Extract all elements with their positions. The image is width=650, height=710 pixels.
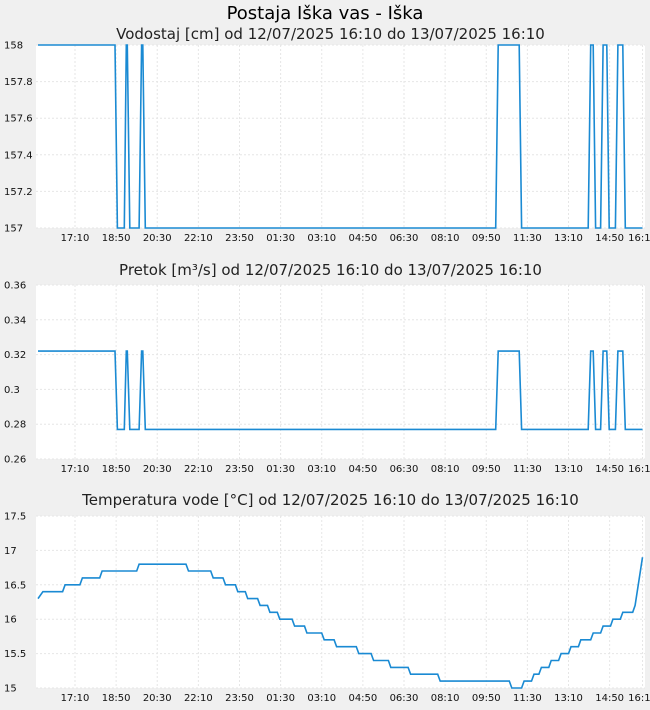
water-level-y-tick-label: 157.4: [4, 150, 33, 161]
water-temperature-x-tick-label: 09:50: [472, 693, 501, 704]
discharge-y-tick-label: 0.32: [4, 350, 26, 361]
water-temperature-x-tick-label: 06:30: [390, 693, 419, 704]
water-level-x-tick-label: 22:10: [184, 233, 213, 244]
water-temperature-y-tick-label: 17.5: [4, 512, 26, 523]
discharge-x-tick-label: 04:50: [348, 464, 377, 475]
discharge-x-tick-label: 03:10: [307, 464, 336, 475]
water-level-x-tick-label: 14:50: [595, 233, 624, 244]
water-temperature-plot-area: [36, 516, 645, 688]
water-level-series-line: [38, 44, 643, 229]
water-level-x-tick-label: 08:10: [431, 233, 460, 244]
water-level-x-tick-label: 18:50: [102, 233, 131, 244]
water-temperature-x-tick-label: 16:10: [628, 693, 650, 704]
water-temperature-series-line: [37, 557, 644, 689]
discharge-series-line: [38, 350, 643, 431]
water-level-chart: Vodostaj [cm] od 12/07/2025 16:10 do 13/…: [4, 25, 650, 244]
page-title: Postaja Iška vas - Iška: [226, 3, 424, 24]
discharge-x-tick-label: 06:30: [390, 464, 419, 475]
water-level-x-tick-label: 06:30: [390, 233, 419, 244]
discharge-x-tick-label: 16:10: [628, 464, 650, 475]
water-temperature-x-tick-label: 17:10: [61, 693, 90, 704]
discharge-chart-title: Pretok [m³/s] od 12/07/2025 16:10 do 13/…: [119, 261, 542, 279]
water-temperature-x-tick-label: 20:30: [143, 693, 172, 704]
water-temperature-chart-title: Temperatura vode [°C] od 12/07/2025 16:1…: [81, 491, 579, 509]
discharge-y-tick-label: 0.36: [4, 281, 26, 292]
water-temperature-x-tick-label: 23:50: [225, 693, 254, 704]
water-level-x-tick-label: 23:50: [225, 233, 254, 244]
discharge-x-tick-label: 14:50: [595, 464, 624, 475]
water-level-x-tick-label: 13:10: [554, 233, 583, 244]
water-level-x-tick-label: 16:10: [628, 233, 650, 244]
discharge-x-tick-label: 01:30: [266, 464, 295, 475]
water-temperature-x-tick-label: 04:50: [348, 693, 377, 704]
water-temperature-y-tick-label: 16.5: [4, 580, 26, 591]
discharge-x-tick-label: 22:10: [184, 464, 213, 475]
water-temperature-y-tick-label: 17: [4, 546, 17, 557]
water-level-x-tick-label: 09:50: [472, 233, 501, 244]
water-level-x-tick-label: 01:30: [266, 233, 295, 244]
water-level-x-tick-label: 04:50: [348, 233, 377, 244]
discharge-x-tick-label: 20:30: [143, 464, 172, 475]
discharge-chart: Pretok [m³/s] od 12/07/2025 16:10 do 13/…: [4, 261, 650, 475]
water-temperature-y-tick-label: 15: [4, 684, 17, 695]
discharge-y-tick-label: 0.28: [4, 420, 26, 431]
discharge-x-tick-label: 23:50: [225, 464, 254, 475]
water-level-chart-title: Vodostaj [cm] od 12/07/2025 16:10 do 13/…: [116, 25, 545, 43]
water-level-x-tick-label: 03:10: [307, 233, 336, 244]
discharge-y-tick-label: 0.3: [4, 385, 20, 396]
water-temperature-x-tick-label: 11:30: [513, 693, 542, 704]
discharge-x-tick-label: 13:10: [554, 464, 583, 475]
water-temperature-y-tick-label: 16: [4, 615, 17, 626]
water-temperature-y-tick-label: 15.5: [4, 649, 26, 660]
discharge-y-tick-label: 0.26: [4, 455, 26, 466]
water-temperature-x-tick-label: 08:10: [431, 693, 460, 704]
water-level-y-tick-label: 157: [4, 224, 23, 235]
water-level-y-tick-label: 158: [4, 41, 23, 52]
discharge-x-tick-label: 17:10: [61, 464, 90, 475]
water-level-y-tick-label: 157.2: [4, 187, 33, 198]
water-temperature-x-tick-label: 22:10: [184, 693, 213, 704]
water-temperature-x-tick-label: 03:10: [307, 693, 336, 704]
water-temperature-x-tick-label: 13:10: [554, 693, 583, 704]
water-temperature-chart: Temperatura vode [°C] od 12/07/2025 16:1…: [4, 491, 650, 704]
water-level-y-tick-label: 157.8: [4, 77, 33, 88]
discharge-x-tick-label: 18:50: [102, 464, 131, 475]
discharge-x-tick-label: 08:10: [431, 464, 460, 475]
discharge-y-tick-label: 0.34: [4, 315, 26, 326]
water-level-y-tick-label: 157.6: [4, 114, 33, 125]
water-level-x-tick-label: 17:10: [61, 233, 90, 244]
water-temperature-x-tick-label: 14:50: [595, 693, 624, 704]
discharge-x-tick-label: 09:50: [472, 464, 501, 475]
water-temperature-x-tick-label: 01:30: [266, 693, 295, 704]
water-temperature-x-tick-label: 18:50: [102, 693, 131, 704]
water-level-x-tick-label: 20:30: [143, 233, 172, 244]
water-level-x-tick-label: 11:30: [513, 233, 542, 244]
discharge-x-tick-label: 11:30: [513, 464, 542, 475]
water-level-plot-area: [36, 45, 645, 228]
